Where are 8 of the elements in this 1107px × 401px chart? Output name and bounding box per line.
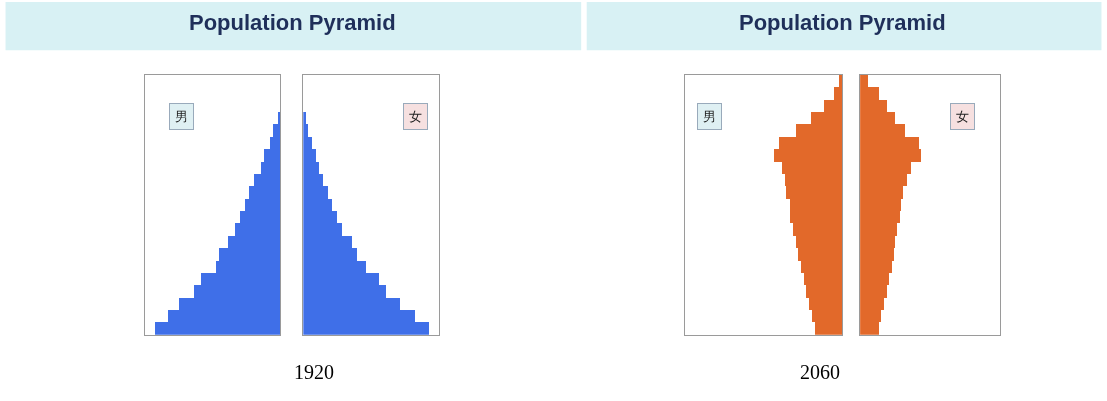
text: 2060 [800, 361, 840, 383]
annotation: 女 [409, 109, 422, 124]
annotation: 男 [175, 109, 188, 124]
text: 男 [703, 109, 716, 124]
chart-title: Population Pyramid [189, 10, 396, 35]
text: 1920 [294, 361, 334, 383]
text: 女 [956, 109, 969, 124]
chart-title: Population Pyramid [739, 10, 946, 35]
